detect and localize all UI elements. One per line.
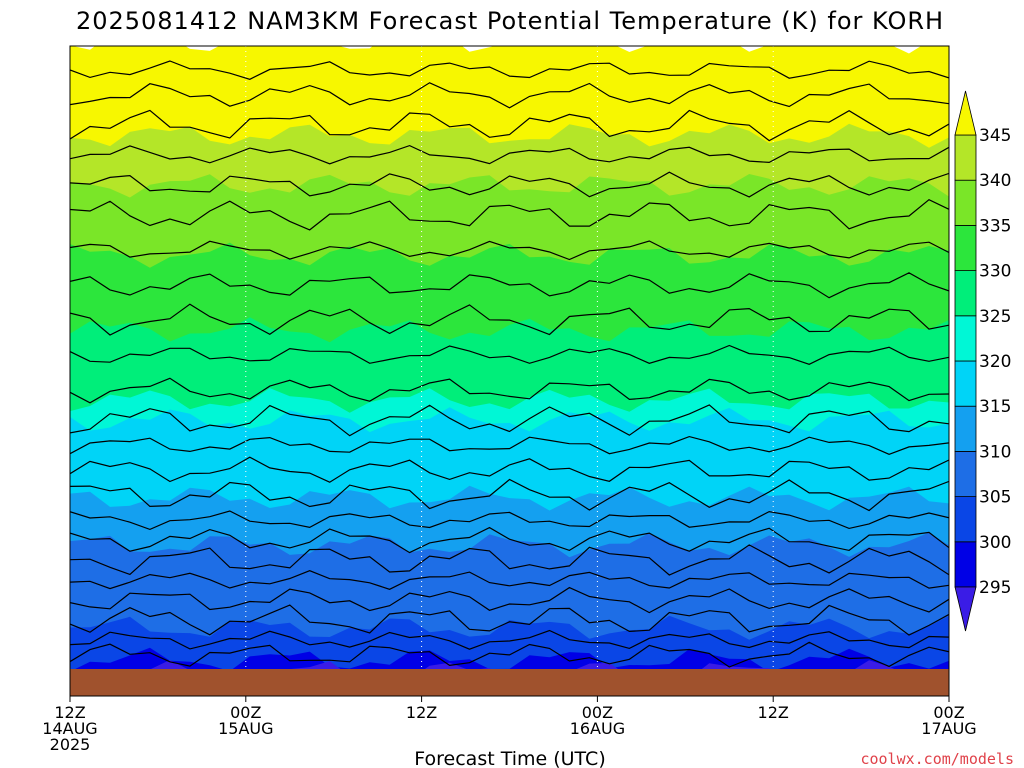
colorbar-segment — [954, 450, 977, 497]
plot-frame — [69, 45, 950, 697]
colorbar-segment — [954, 134, 977, 181]
colorbar-extend-top — [954, 90, 977, 136]
colorbar-label: 295 — [979, 578, 1011, 598]
colorbar-segment — [954, 496, 977, 543]
contour-line — [70, 404, 949, 437]
contour-line — [70, 629, 949, 650]
x-tick-label: 00Z — [582, 703, 613, 722]
x-tick-label: 15AUG — [218, 719, 273, 738]
colorbar-segment — [954, 224, 977, 271]
contour-line — [70, 82, 949, 109]
contour-line — [70, 604, 949, 636]
colorbar-segment — [954, 360, 977, 407]
colorbar-label: 310 — [979, 442, 1011, 462]
ground-terrain — [70, 669, 949, 696]
colorbar-label: 345 — [979, 126, 1011, 146]
plot-area — [70, 46, 949, 696]
colorbar: 295 300 305 310 315 320 325 330 335 340 345 — [954, 90, 1011, 632]
x-tick-label: 17AUG — [921, 719, 976, 738]
x-tick-label: 12Z — [54, 703, 85, 722]
x-tick-label: 2025 — [50, 735, 91, 754]
colorbar-label: 340 — [979, 171, 1011, 191]
x-tick-label: 12Z — [406, 703, 437, 722]
colorbar-segment — [954, 541, 977, 588]
contour-line — [70, 272, 949, 299]
contour-line — [70, 344, 949, 365]
contour-line — [70, 240, 949, 261]
x-tick-label: 14AUG — [42, 719, 97, 738]
contour-line — [70, 478, 949, 512]
colorbar-segment — [954, 179, 977, 226]
contour-line — [70, 60, 949, 80]
contour-line — [70, 109, 949, 142]
x-axis-label: Forecast Time (UTC) — [414, 748, 605, 768]
colorbar-label: 300 — [979, 533, 1011, 553]
colorbar-label: 305 — [979, 488, 1011, 508]
colorbar-label: 320 — [979, 352, 1011, 372]
contour-line — [70, 510, 949, 531]
contour-line — [70, 303, 949, 336]
colorbar-segment — [954, 405, 977, 452]
contour-line — [70, 544, 949, 576]
colorbar-segment — [954, 270, 977, 317]
credit-text: coolwx.com/models — [860, 750, 1014, 768]
colorbar-label: 315 — [979, 397, 1011, 417]
x-tick-label: 00Z — [933, 703, 964, 722]
colorbar-label: 330 — [979, 262, 1011, 282]
contour-line — [70, 171, 949, 198]
contour-line — [70, 641, 949, 668]
contour-line — [70, 435, 949, 455]
grid-lines — [70, 46, 949, 696]
colorbar-label: 335 — [979, 216, 1011, 236]
x-tick-label: 16AUG — [570, 719, 625, 738]
chart-title: 2025081412 NAM3KM Forecast Potential Tem… — [76, 7, 944, 35]
contour-line — [70, 570, 949, 590]
colorbar-extend-bottom — [954, 586, 977, 632]
x-tick-label: 12Z — [758, 703, 789, 722]
contour-line — [70, 526, 949, 554]
contour-line — [70, 586, 949, 614]
x-tick-label: 00Z — [230, 703, 261, 722]
contour-line — [70, 198, 949, 231]
colorbar-label: 325 — [979, 307, 1011, 327]
contour-line — [70, 377, 949, 404]
colorbar-segment — [954, 315, 977, 362]
contour-line — [70, 456, 949, 483]
contour-line — [70, 144, 949, 165]
